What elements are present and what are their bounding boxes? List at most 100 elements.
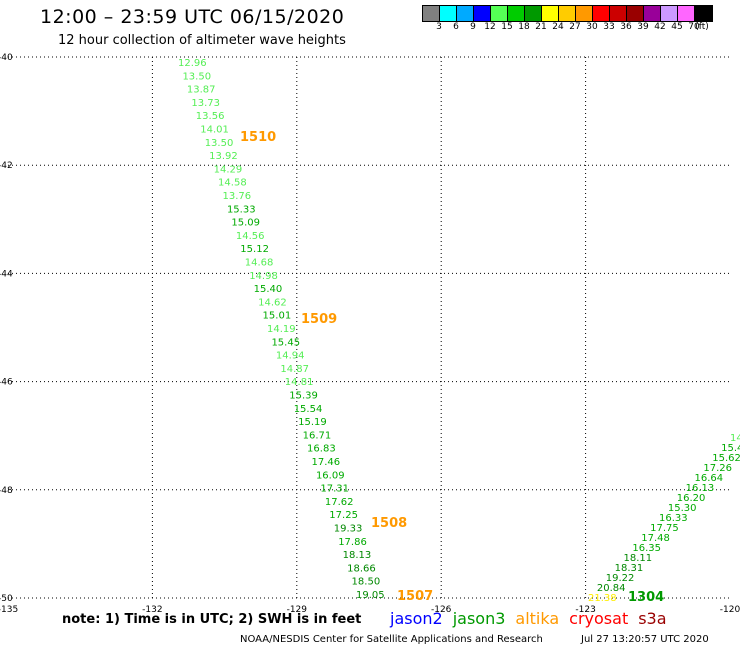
wave-height-value: 14.87 (280, 364, 309, 375)
satellite-name: cryosat (569, 609, 629, 628)
legend-swatch (559, 6, 576, 21)
lat-tick-label: -40 (0, 53, 13, 63)
lon-tick-label: -123 (575, 605, 595, 615)
track-label: 1510 (240, 130, 276, 145)
wave-height-value: 15.4 (721, 443, 740, 454)
wave-height-value: 13.87 (187, 85, 216, 96)
wave-height-value: 15.54 (294, 404, 323, 415)
legend-swatch (678, 6, 695, 21)
wave-height-value: 18.11 (624, 553, 653, 564)
legend-swatch (576, 6, 593, 21)
legend-label: 36 (620, 22, 632, 32)
wave-height-value: 14.62 (258, 297, 287, 308)
wave-height-value: 15.09 (231, 218, 260, 229)
satellite-name: altika (515, 609, 560, 628)
wave-height-value: 14.81 (285, 377, 314, 388)
legend-swatch (508, 6, 525, 21)
map-title: 12:00 – 23:59 UTC 06/15/2020 (40, 6, 345, 28)
legend-swatch (457, 6, 474, 21)
wave-height-value: 19.05 (356, 590, 385, 601)
wave-height-value: 16.20 (677, 493, 706, 504)
satellite-name: jason2 (390, 609, 443, 628)
wave-height-value: 13.76 (223, 191, 252, 202)
wave-height-value: 13.56 (196, 111, 225, 122)
wave-height-value: 14.58 (218, 178, 247, 189)
color-legend (422, 5, 713, 22)
legend-swatch (542, 6, 559, 21)
wave-height-value: 15.62 (712, 453, 740, 464)
legend-swatch (610, 6, 627, 21)
wave-height-value: 18.31 (615, 563, 644, 574)
legend-swatch (440, 6, 457, 21)
lon-tick-label: -129 (287, 605, 308, 615)
lat-tick-label: -48 (0, 486, 13, 496)
wave-height-value: 19.22 (606, 573, 635, 584)
legend-label: 33 (603, 22, 615, 32)
wave-height-value: 17.75 (650, 523, 679, 534)
lon-tick-label: -126 (431, 605, 452, 615)
wave-height-value: 17.25 (329, 510, 358, 521)
legend-label: 27 (569, 22, 581, 32)
wave-height-value: 13.92 (209, 151, 238, 162)
legend-label: 6 (453, 22, 459, 32)
wave-height-value: 13.50 (205, 138, 234, 149)
axis-ticks: -135 -132 -129 -126 -123 -120 -40 -42 -44 -46 -48 -… (0, 53, 740, 615)
wave-height-value: 14.29 (214, 164, 243, 175)
wave-height-value: 15.30 (668, 503, 697, 514)
wave-height-value: 17.46 (312, 457, 341, 468)
map-subtitle: 12 hour collection of altimeter wave hei… (58, 33, 346, 48)
wave-height-value: 15.45 (271, 337, 300, 348)
wave-height-value: 14.19 (267, 324, 296, 335)
lat-tick-label: -46 (0, 378, 13, 388)
generated-timestamp: Jul 27 13:20:57 UTC 2020 (581, 634, 709, 645)
wave-height-value: 16.33 (659, 513, 688, 524)
wave-height-value: 14.94 (276, 351, 305, 362)
legend-label: 21 (535, 22, 547, 32)
wave-height-value: 17.26 (703, 463, 732, 474)
legend-swatch (644, 6, 661, 21)
legend-label: 39 (637, 22, 649, 32)
legend-label: 24 (552, 22, 564, 32)
wave-height-value: 15.33 (227, 204, 256, 215)
legend-swatch (491, 6, 508, 21)
wave-height-value: 20.84 (597, 583, 626, 594)
color-legend-labels: 3 6 9 12 15 18 21 24 27 30 33 36 39 42 45 70 (ft) (422, 22, 740, 34)
wave-height-value: 16.71 (303, 430, 332, 441)
legend-swatch (525, 6, 542, 21)
graticule (8, 56, 730, 599)
wave-height-value: 19.33 (334, 524, 363, 535)
legend-swatch (695, 6, 712, 21)
wave-height-value: 15.40 (254, 284, 283, 295)
legend-label: 70 (688, 22, 700, 32)
legend-label: 3 (436, 22, 442, 32)
wave-height-value: 18.13 (343, 550, 372, 561)
track-label: 1508 (371, 516, 407, 531)
wave-height-value: 14.98 (249, 271, 278, 282)
track-label: 1304 (628, 590, 664, 605)
wave-height-values: 12.96 13.50 13.87 13.73 13.56 14.01 13.50 13.92… (178, 58, 740, 604)
wave-height-value: 14.56 (236, 231, 265, 242)
lon-tick-label: -135 (0, 605, 18, 615)
track-labels: 1510 1509 1508 1507 1304 (240, 130, 664, 605)
wave-height-value: 18.50 (352, 577, 381, 588)
track-label: 1509 (301, 312, 337, 327)
wave-height-value: 14 (730, 433, 740, 444)
satellite-legend: jason2 jason3 altika cryosat s3a (390, 609, 677, 628)
legend-swatch (423, 6, 440, 21)
wave-height-value: 16.64 (695, 473, 724, 484)
wave-height-value: 15.12 (240, 244, 269, 255)
legend-label: 15 (501, 22, 513, 32)
units-note: note: 1) Time is in UTC; 2) SWH is in fe… (62, 612, 362, 627)
satellite-name: s3a (638, 609, 667, 628)
legend-label: 9 (470, 22, 476, 32)
lat-tick-label: -50 (0, 594, 13, 604)
wave-height-value: 17.31 (320, 484, 349, 495)
legend-swatch (627, 6, 644, 21)
credit-line: NOAA/NESDIS Center for Satellite Applica… (240, 634, 543, 645)
wave-height-value: 15.19 (298, 417, 327, 428)
wave-height-value: 14.01 (200, 125, 229, 136)
legend-label: 42 (654, 22, 666, 32)
wave-height-value: 17.48 (641, 533, 670, 544)
wave-height-value: 14.68 (245, 258, 274, 269)
